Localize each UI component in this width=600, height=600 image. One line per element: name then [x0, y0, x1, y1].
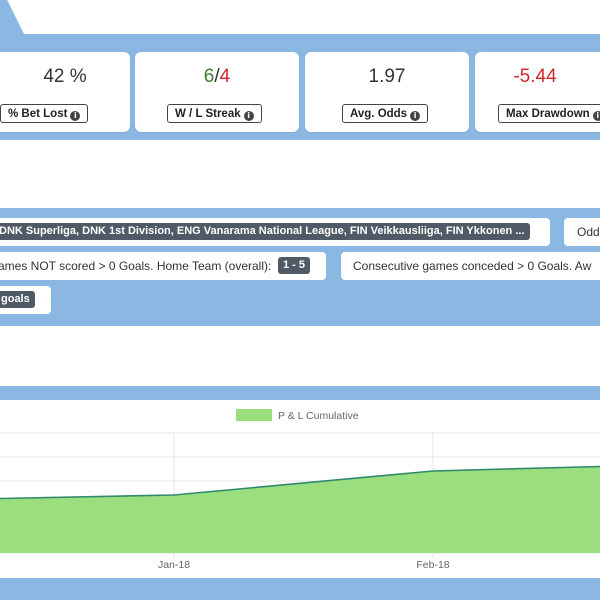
stat-card-avg-odds: 1.97 Avg. Odds i [305, 52, 469, 132]
stat-card-max-drawdown: -5.44 Max Drawdown i [475, 52, 600, 132]
stat-label-bet-lost[interactable]: % Bet Lost i [0, 104, 89, 123]
pl-line [0, 465, 600, 500]
filter-odds[interactable]: Odd [564, 218, 600, 246]
filter-goals[interactable]: goals [0, 286, 51, 314]
legend-swatch [236, 409, 272, 421]
info-icon[interactable]: i [70, 111, 81, 121]
stat-card-streak: 6/4 W / L Streak i [135, 52, 299, 132]
x-tick-label: Feb-18 [416, 559, 449, 571]
stat-label-streak[interactable]: W / L Streak i [167, 104, 262, 123]
stat-label-avg-odds[interactable]: Avg. Odds i [342, 104, 429, 123]
odds-filter-label: Odd [577, 225, 600, 239]
x-tick-label: Jan-18 [158, 559, 190, 571]
chart-panel: P & L Cumulative Jan-18 Feb-18 [0, 386, 600, 600]
stat-label-text: Max Drawdown [506, 108, 590, 120]
stat-card-bet-lost: 42 % % Bet Lost i [0, 52, 130, 132]
stat-value-max-drawdown: -5.44 [513, 66, 557, 87]
stat-label-max-drawdown[interactable]: Max Drawdown i [498, 104, 600, 123]
stat-value-bet-lost: 42 % [43, 66, 87, 87]
stat-label-text: % Bet Lost [8, 108, 68, 120]
info-icon[interactable]: i [592, 111, 600, 121]
info-icon[interactable]: i [243, 111, 254, 121]
pl-cumulative-chart: P & L Cumulative Jan-18 Feb-18 [0, 409, 600, 571]
not-scored-range-tag[interactable]: 1 - 5 [278, 257, 311, 274]
x-axis-ticks: Jan-18 Feb-18 [158, 559, 450, 571]
filter-leagues[interactable]: DNK Superliga, DNK 1st Division, ENG Van… [0, 218, 550, 246]
filters-panel: DNK Superliga, DNK 1st Division, ENG Van… [0, 208, 600, 326]
chart-card: P & L Cumulative Jan-18 Feb-18 [0, 400, 600, 578]
streak-win: 6 [203, 66, 215, 87]
filter-not-scored-home[interactable]: ames NOT scored > 0 Goals. Home Team (ov… [0, 252, 326, 280]
not-scored-text: ames NOT scored > 0 Goals. Home Team (ov… [0, 259, 272, 273]
filter-conceded-away[interactable]: Consecutive games conceded > 0 Goals. Aw [341, 252, 600, 280]
pl-area [0, 466, 600, 553]
goals-tag[interactable]: goals [0, 291, 35, 308]
conceded-text: Consecutive games conceded > 0 Goals. Aw [353, 259, 592, 273]
stat-label-text: W / L Streak [175, 108, 241, 120]
section-tab-corner [0, 0, 24, 34]
streak-separator: / [214, 66, 220, 87]
info-icon[interactable]: i [410, 111, 421, 121]
stats-panel: 42 % % Bet Lost i 6/4 W / L Streak i 1.97 … [0, 34, 600, 140]
stat-label-text: Avg. Odds [350, 108, 408, 120]
leagues-tag[interactable]: DNK Superliga, DNK 1st Division, ENG Van… [0, 223, 530, 240]
legend-label: P & L Cumulative [278, 410, 359, 422]
stat-value-streak: 6/4 [135, 66, 299, 88]
stat-value-avg-odds: 1.97 [368, 66, 406, 87]
streak-loss: 4 [219, 66, 231, 87]
